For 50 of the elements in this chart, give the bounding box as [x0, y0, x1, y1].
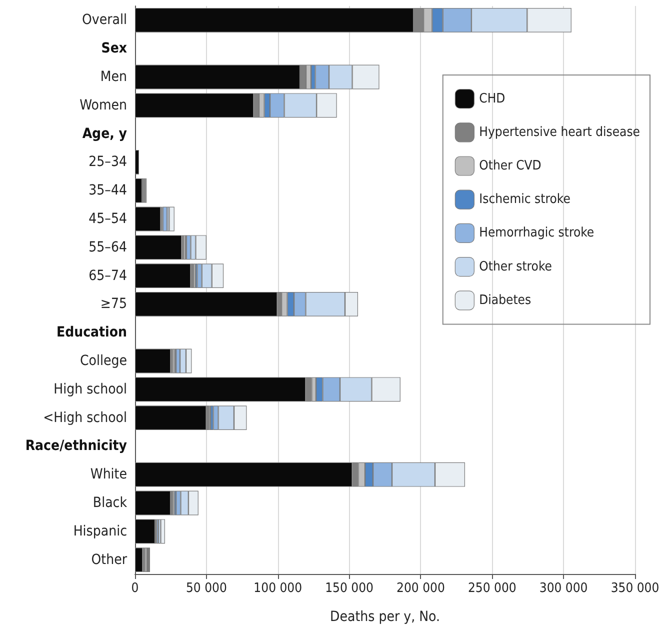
x-tick-label: 250 000: [468, 581, 516, 596]
bar: [135, 406, 206, 430]
x-tick-label: 350 000: [610, 581, 660, 596]
y-tick-label: Race/ethnicity: [25, 438, 127, 454]
y-tick-label: Other: [91, 552, 128, 568]
y-tick-label: <High school: [43, 410, 127, 426]
legend-label: Other CVD: [479, 158, 542, 174]
bar: [135, 206, 161, 232]
bar: [135, 490, 171, 516]
bar: [162, 206, 168, 232]
x-tick-label: 100 000: [254, 581, 302, 596]
y-tick-label: 35–44: [88, 182, 127, 199]
y-tick-label: ≥75: [100, 296, 127, 312]
x-axis-title: Deaths per y, No.: [330, 609, 440, 625]
y-tick-label: White: [90, 466, 128, 483]
y-tick-label: Education: [56, 324, 127, 341]
y-tick-label: Women: [80, 97, 127, 114]
x-tick-label: 200 000: [396, 581, 445, 596]
x-tick-label: 0: [131, 581, 139, 596]
x-tick-label: 150 000: [325, 581, 374, 596]
bar: [135, 150, 139, 174]
y-tick-label: Men: [100, 69, 127, 85]
y-tick-label: Overall: [82, 12, 127, 28]
y-tick-label: 55–64: [88, 239, 127, 256]
bar: [135, 519, 155, 544]
y-tick-label: Hispanic: [73, 523, 128, 540]
legend-label: Hemorrhagic stroke: [479, 226, 594, 241]
y-tick-label: Age, y: [82, 126, 127, 142]
bar: [135, 548, 143, 572]
y-tick-label: Black: [92, 495, 128, 511]
y-tick-label: 45–54: [88, 211, 127, 227]
x-tick-label: 300 000: [539, 581, 588, 596]
legend-label: CHD: [479, 91, 506, 106]
legend-label: Ischemic stroke: [479, 192, 570, 208]
y-tick-label: 65–74: [88, 268, 127, 284]
y-tick-label: College: [80, 353, 128, 369]
bar: [135, 292, 278, 316]
legend-label: Diabetes: [479, 292, 532, 308]
y-tick-label: 25–34: [88, 154, 127, 170]
y-tick-label: High school: [54, 381, 127, 398]
y-tick-label: Sex: [101, 40, 127, 57]
bar: [160, 519, 165, 544]
bar: [135, 348, 171, 374]
x-tick-label: 50 000: [186, 581, 227, 596]
legend-label: Hypertensive heart disease: [479, 124, 640, 140]
legend-label: Other stroke: [479, 259, 552, 274]
bar: [135, 178, 142, 203]
bar: [169, 206, 174, 232]
bar: [135, 235, 182, 260]
bar: [135, 264, 191, 288]
